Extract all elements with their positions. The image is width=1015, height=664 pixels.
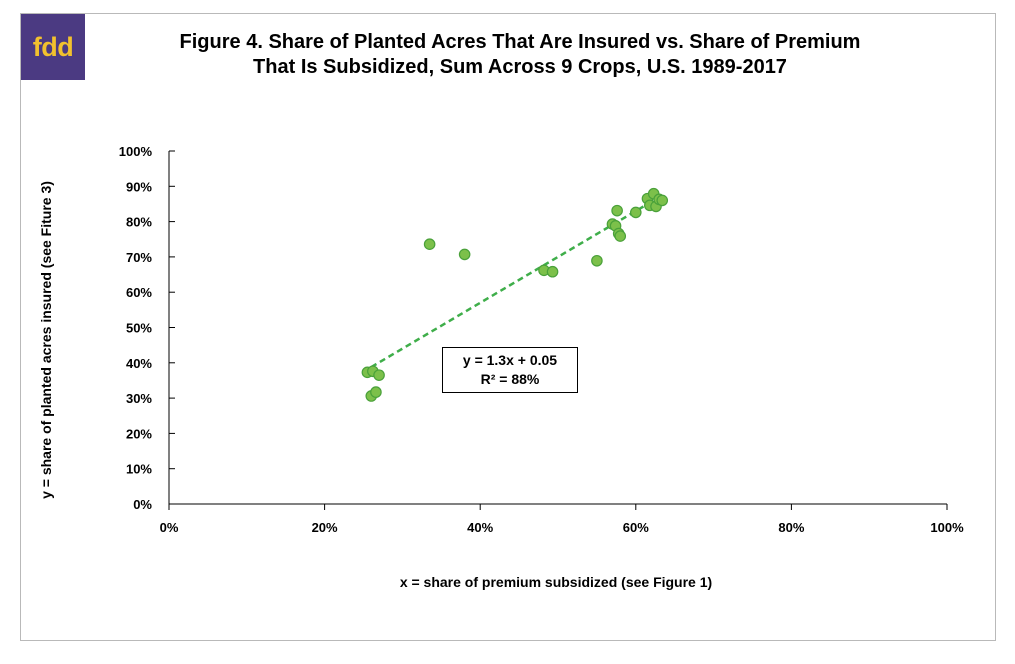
data-point — [611, 204, 623, 217]
regression-equation: y = 1.3x + 0.05 — [462, 352, 558, 368]
y-tick-label: 40% — [126, 356, 152, 371]
y-tick-label: 60% — [126, 285, 152, 300]
data-point — [373, 369, 385, 381]
y-tick-label: 100% — [119, 144, 153, 159]
data-point — [629, 206, 642, 219]
chart-title-line-2: That Is Subsidized, Sum Across 9 Crops, … — [253, 56, 787, 78]
data-point — [614, 230, 627, 242]
regression-annotation: y = 1.3x + 0.05 R² = 88% — [442, 347, 578, 393]
x-tick-label: 0% — [160, 520, 179, 535]
x-tick-label: 20% — [312, 520, 338, 535]
data-point — [370, 386, 382, 398]
y-tick-label: 10% — [126, 462, 152, 477]
x-axis-label: x = share of premium subsidized (see Fig… — [399, 574, 713, 590]
y-tick-label: 70% — [126, 250, 152, 265]
data-point — [423, 238, 436, 250]
data-point — [458, 248, 471, 261]
fdd-logo: fdd — [21, 14, 85, 80]
x-tick-label: 40% — [467, 520, 493, 535]
data-point — [656, 194, 669, 207]
y-tick-label: 50% — [126, 321, 152, 336]
y-tick-label: 20% — [126, 426, 152, 441]
data-point — [591, 254, 603, 267]
r-squared: R² = 88% — [480, 371, 540, 387]
data-point — [546, 265, 559, 278]
trendline — [370, 196, 660, 369]
x-tick-label: 100% — [930, 520, 964, 535]
y-tick-label: 80% — [126, 215, 152, 230]
y-tick-label: 30% — [126, 391, 152, 406]
chart-title-line-1: Figure 4. Share of Planted Acres That Ar… — [179, 31, 861, 53]
x-tick-label: 60% — [623, 520, 649, 535]
x-tick-label: 80% — [778, 520, 804, 535]
y-tick-label: 90% — [126, 179, 152, 194]
logo-text: fdd — [32, 31, 74, 62]
chart-title: Figure 4. Share of Planted Acres That Ar… — [100, 30, 940, 80]
y-tick-label: 0% — [133, 497, 152, 512]
chart-frame — [20, 13, 996, 641]
